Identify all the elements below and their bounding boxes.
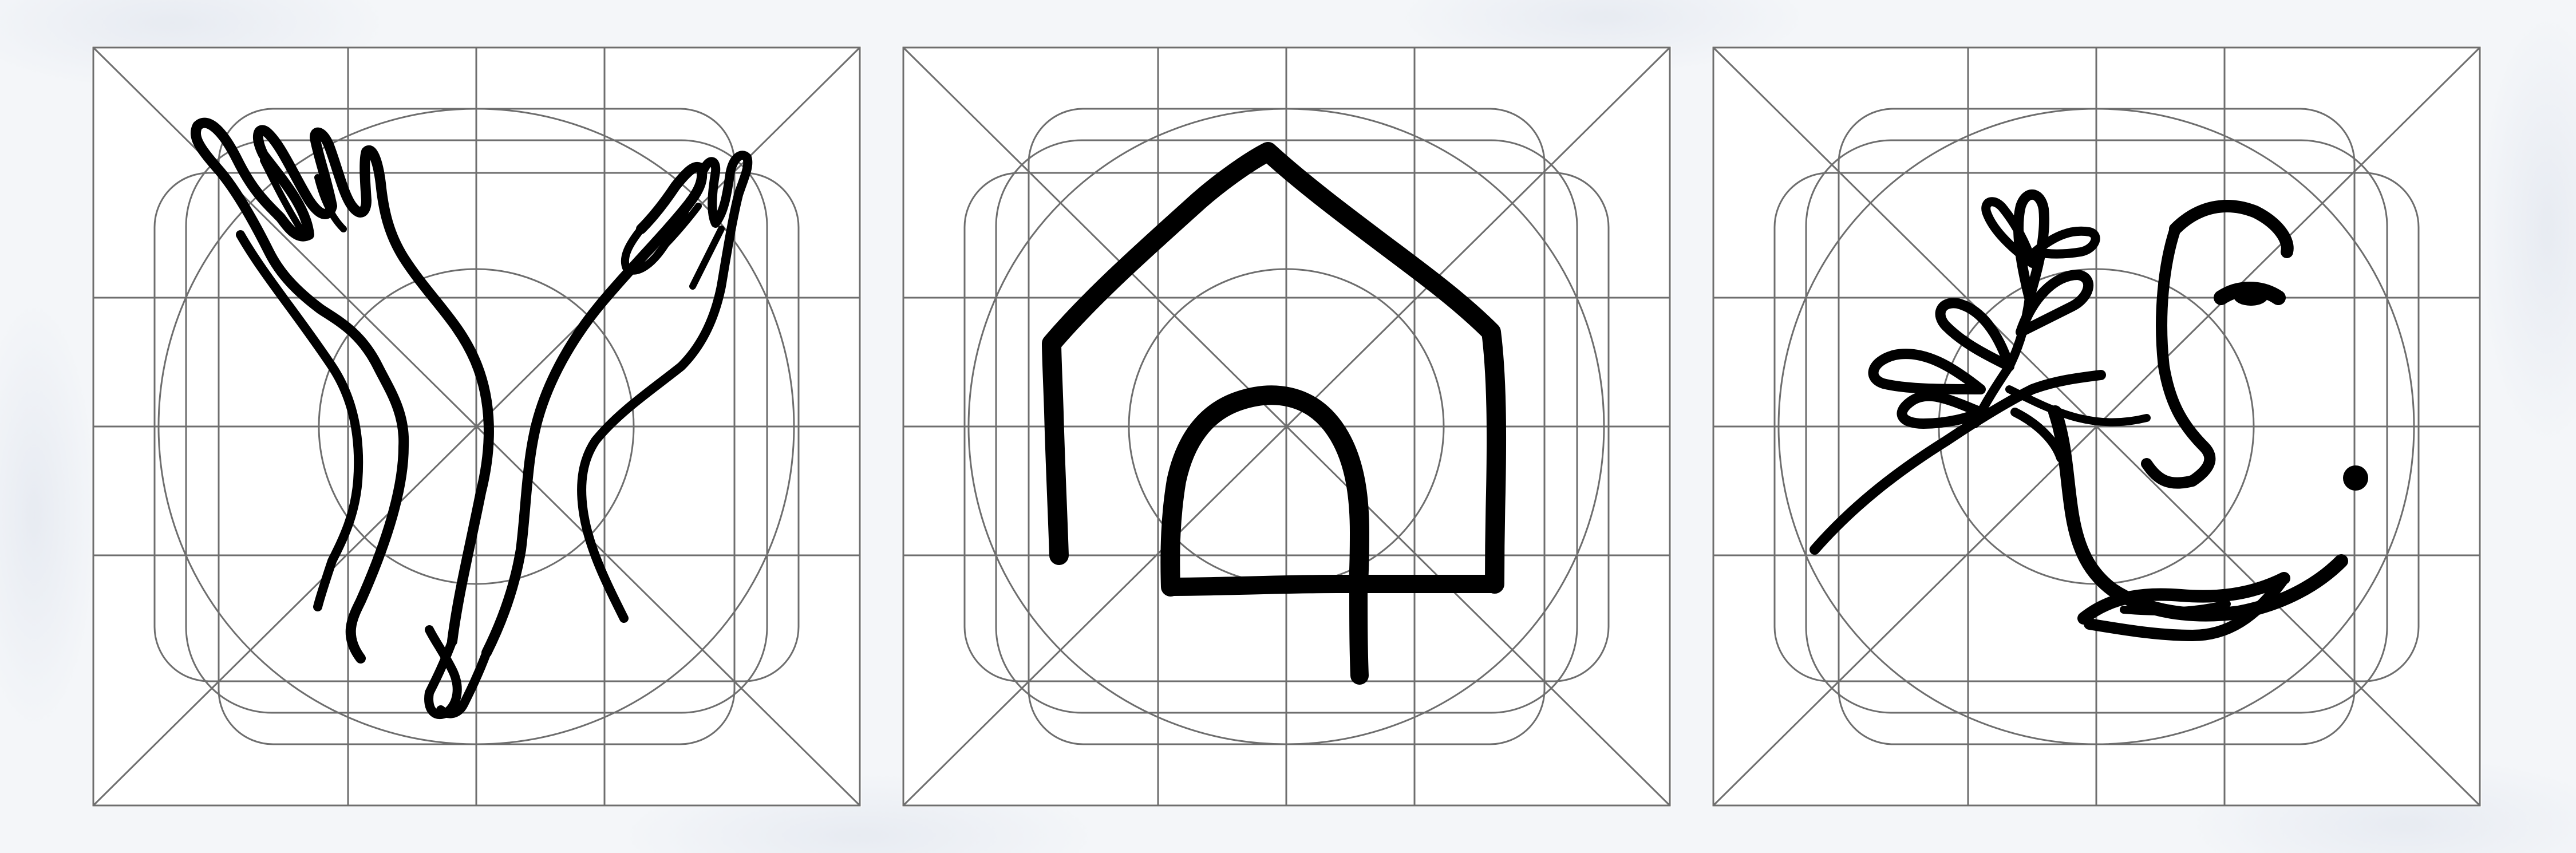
icon-construction-grid — [92, 46, 861, 807]
icon-construction-grid — [1712, 46, 2481, 807]
hands-drawing — [191, 117, 753, 720]
house-drawing — [1042, 142, 1507, 685]
icon-panel-house — [902, 46, 1672, 807]
icon-panel-hands — [92, 46, 862, 807]
hands-icon — [92, 46, 861, 807]
house-icon — [902, 46, 1671, 807]
icon-panel-moon-face — [1712, 46, 2482, 807]
moon-face-icon — [1712, 46, 2481, 807]
moon-face-drawing — [1809, 189, 2368, 641]
